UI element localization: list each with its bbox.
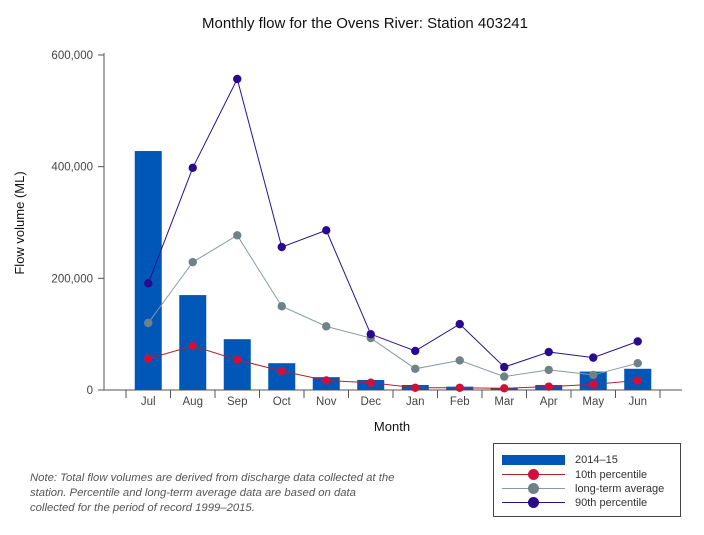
point-p90-oct [277, 242, 286, 252]
y-axis-label: Flow volume (ML) [12, 171, 27, 274]
x-tick-label-may: May [582, 396, 604, 408]
point-p90-aug [188, 163, 197, 172]
x-tick-label-oct: Oct [273, 396, 292, 408]
line-average [147, 234, 638, 378]
point-p10-aug [188, 341, 197, 351]
point-average-jul [144, 318, 153, 328]
point-average-oct [277, 302, 286, 311]
point-average-jan [411, 364, 420, 373]
x-tick-label-feb: Feb [450, 396, 470, 408]
x-axis-label: Month [374, 419, 410, 434]
point-p10-sep [233, 355, 242, 365]
footnote: Note: Total flow volumes are derived fro… [30, 472, 395, 514]
x-tick-label-mar: Mar [494, 396, 514, 408]
line-p10 [148, 345, 638, 389]
point-p10-nov [322, 376, 331, 385]
point-p90-jan [411, 346, 420, 356]
point-p10-mar [500, 384, 509, 393]
point-average-feb [455, 356, 464, 365]
legend-item-long-term-average: long-term average [502, 482, 664, 496]
point-p90-may [589, 353, 598, 362]
point-p90-jun [633, 337, 642, 346]
point-p10-dec [366, 378, 375, 387]
x-tick-label-nov: Nov [316, 396, 337, 408]
point-p10-may [589, 380, 598, 389]
y-tick-label: 200,000 [51, 273, 93, 285]
legend-90th-swatch [502, 496, 565, 510]
chart-title: Monthly flow for the Ovens River: Statio… [202, 15, 528, 32]
point-average-apr [544, 365, 553, 375]
point-p10-jan [411, 383, 420, 392]
x-tick-label-sep: Sep [227, 396, 247, 408]
y-tick-label: 400,000 [51, 162, 93, 174]
x-tick-label-jan: Jan [406, 396, 425, 408]
point-p90-nov [322, 226, 331, 235]
legend-label-10th-percentile: 10th percentile [575, 469, 648, 481]
point-average-aug [188, 257, 197, 267]
x-tick-label-jun: Jun [628, 396, 647, 408]
x-tick-label-dec: Dec [361, 396, 382, 408]
point-p10-feb [455, 383, 464, 392]
bar-jul [134, 151, 162, 390]
x-tick-label-aug: Aug [183, 396, 203, 408]
point-average-jun [633, 359, 642, 368]
x-tick-label-apr: Apr [540, 396, 558, 408]
x-tick-label-jul: Jul [141, 396, 156, 408]
legend-item-10th-percentile: 10th percentile [502, 468, 647, 482]
legend-label-2014-15: 2014–15 [575, 454, 618, 466]
legend-bar-swatch [502, 453, 565, 467]
point-p10-jul [144, 354, 153, 363]
legend-label-long-term-average: long-term average [575, 483, 665, 495]
point-p90-dec [366, 329, 375, 339]
legend-item-2014-15: 2014–15 [502, 453, 618, 467]
point-p90-mar [500, 362, 509, 372]
line-p90 [147, 77, 638, 368]
point-average-nov [322, 322, 331, 331]
point-p10-jun [633, 376, 642, 385]
legend: 2014–15 10th percentile long-term averag… [493, 443, 681, 517]
y-tick-label: 0 [87, 385, 93, 397]
point-p10-oct [277, 366, 286, 376]
point-average-may [589, 370, 598, 380]
point-p90-feb [455, 319, 464, 329]
legend-item-90th-percentile: 90th percentile [502, 496, 647, 510]
point-p90-jul [144, 279, 153, 288]
point-p90-sep [233, 74, 242, 84]
y-tick-label: 600,000 [51, 50, 93, 62]
legend-label-90th-percentile: 90th percentile [575, 497, 648, 509]
point-p90-apr [544, 347, 553, 357]
point-p10-apr [544, 382, 553, 391]
plot-area: 0 200,000 400,000 600,000 Jul Aug Sep Oct Nov Dec… [51, 50, 682, 408]
bar-sep [223, 339, 251, 390]
legend-10th-swatch [502, 468, 565, 482]
legend-average-swatch [502, 482, 565, 496]
point-average-mar [500, 372, 509, 381]
point-average-sep [233, 231, 242, 240]
